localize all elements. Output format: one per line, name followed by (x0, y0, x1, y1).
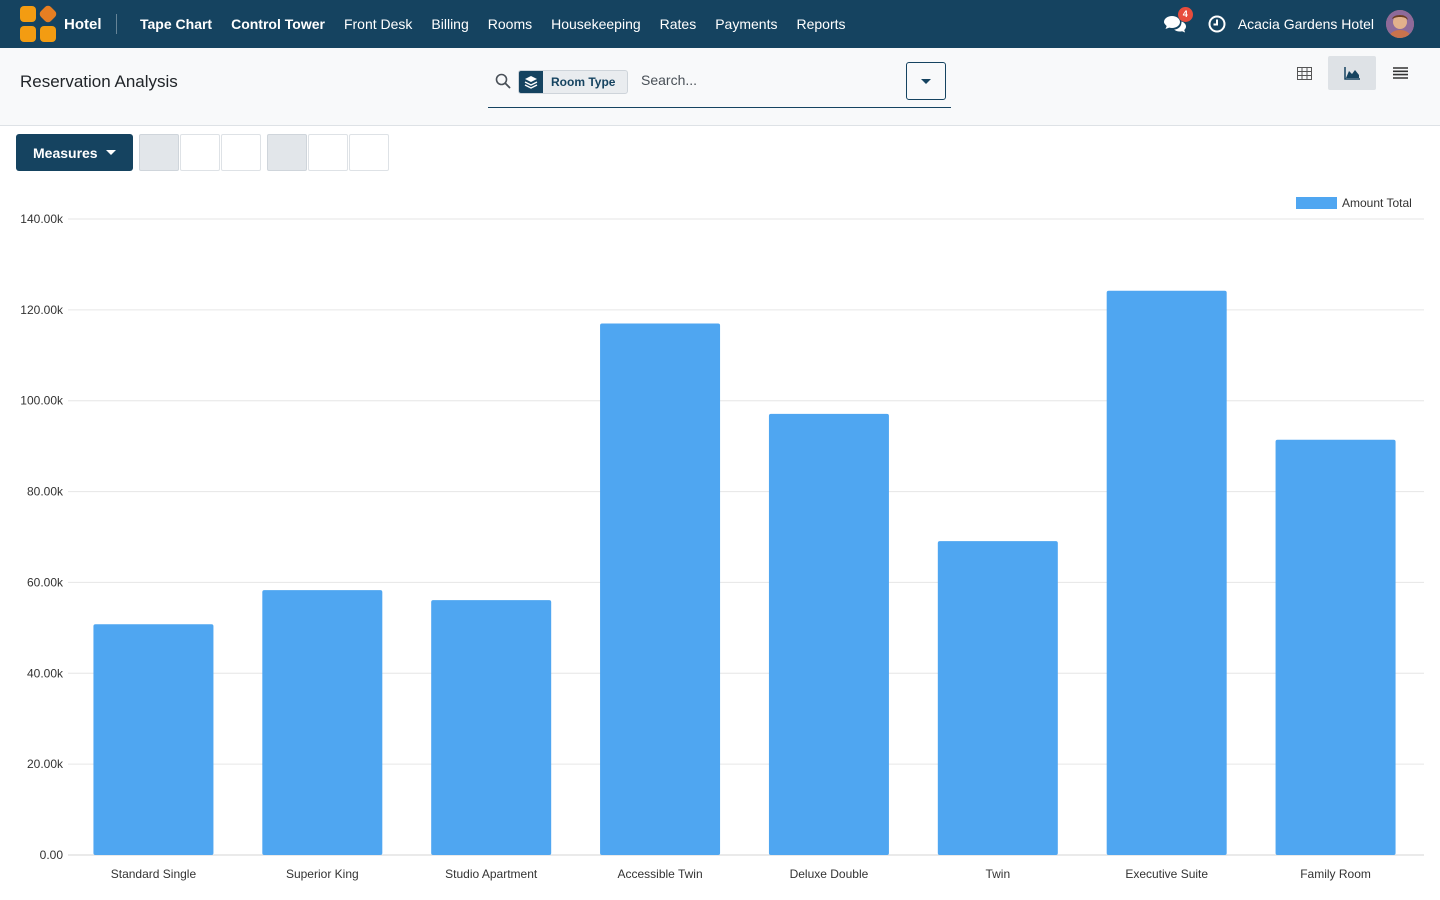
pivot-view-button[interactable] (1280, 56, 1328, 90)
measures-label: Measures (33, 144, 98, 161)
bar (937, 541, 1058, 855)
user-avatar[interactable] (1386, 10, 1414, 38)
caret-down-icon (921, 78, 931, 84)
legend-label: Amount Total (1342, 196, 1412, 210)
chat-icon (1163, 16, 1186, 33)
graph-toolbar: Measures (16, 134, 389, 171)
y-tick-label: 0.00 (40, 848, 64, 862)
pie-chart-button[interactable] (220, 134, 261, 171)
message-count-badge: 4 (1177, 7, 1193, 22)
app-logo-icon[interactable] (20, 4, 58, 42)
y-tick-label: 60.00k (27, 575, 64, 589)
x-tick-label: Studio Apartment (445, 867, 538, 881)
table-icon (1296, 66, 1312, 80)
main-navbar: Hotel Tape Chart Control Tower Front Desk B… (0, 0, 1440, 48)
bar (768, 413, 889, 855)
x-tick-label: Accessible Twin (617, 867, 702, 881)
search-options-toggle[interactable] (906, 62, 946, 100)
x-tick-label: Twin (985, 867, 1010, 881)
chart-options-group (266, 134, 389, 171)
app-name[interactable]: Hotel (64, 15, 102, 33)
x-tick-label: Deluxe Double (790, 867, 869, 881)
y-tick-label: 140.00k (20, 212, 64, 226)
menu-item-housekeeping[interactable]: Housekeeping (551, 16, 641, 32)
line-chart-button[interactable] (179, 134, 220, 171)
clock-icon[interactable] (1208, 15, 1226, 33)
y-tick-label: 80.00k (27, 485, 64, 499)
bar-chart: 0.00 20.00k 40.00k 60.00k 80.00k 100.00k 120.0… (0, 180, 1440, 895)
groupby-facet[interactable]: Room Type (518, 70, 629, 94)
company-name[interactable]: Acacia Gardens Hotel (1237, 16, 1374, 32)
bar (600, 323, 721, 855)
caret-down-icon (105, 150, 116, 155)
user-avatar-icon (1386, 10, 1414, 38)
main-menu: Tape Chart Control Tower Front Desk Billing… (131, 0, 856, 48)
bar-chart-button[interactable] (138, 134, 179, 171)
menu-item-billing[interactable]: Billing (431, 16, 469, 32)
y-tick-label: 20.00k (27, 757, 64, 771)
graph-view-button[interactable] (1328, 56, 1376, 90)
chart-canvas: 0.00 20.00k 40.00k 60.00k 80.00k 100.00k 120.0… (20, 196, 1424, 881)
x-tick-label: Executive Suite (1125, 867, 1208, 881)
y-tick-label: 40.00k (27, 666, 64, 680)
bar (93, 624, 214, 855)
bar (1106, 290, 1227, 855)
control-panel: Reservation Analysis Room Type (0, 48, 1440, 126)
bar (262, 590, 383, 855)
bar (431, 600, 552, 855)
x-tick-label: Standard Single (111, 867, 197, 881)
stacked-toggle-button[interactable] (266, 134, 307, 171)
search-icon (495, 73, 511, 89)
view-switcher (1280, 56, 1424, 90)
list-view-button[interactable] (1376, 56, 1424, 90)
page-title: Reservation Analysis (20, 72, 178, 91)
chart-type-group (138, 134, 261, 171)
navbar-divider (115, 14, 117, 34)
legend-swatch (1296, 197, 1337, 209)
search-input[interactable] (641, 68, 901, 92)
y-tick-label: 120.00k (20, 303, 64, 317)
search-panel: Room Type (488, 61, 951, 108)
bar (1275, 439, 1396, 855)
y-tick-label: 100.00k (20, 394, 64, 408)
sort-descending-button[interactable] (307, 134, 348, 171)
menu-item-rates[interactable]: Rates (659, 16, 697, 32)
menu-item-payments[interactable]: Payments (715, 16, 778, 32)
brand[interactable]: Hotel (0, 0, 102, 48)
measures-button[interactable]: Measures (16, 134, 133, 171)
area-chart-icon (1344, 66, 1360, 80)
facet-label: Room Type (551, 75, 616, 89)
menu-item-reports[interactable]: Reports (796, 16, 846, 32)
systray: 4 Acacia Gardens Hotel (1163, 0, 1440, 48)
menu-item-rooms[interactable]: Rooms (487, 16, 533, 32)
x-tick-label: Superior King (286, 867, 359, 881)
menu-item-control-tower[interactable]: Control Tower (231, 16, 325, 32)
x-tick-label: Family Room (1300, 867, 1371, 881)
list-icon (1392, 67, 1408, 79)
menu-item-tape-chart[interactable]: Tape Chart (140, 16, 213, 32)
layers-icon (519, 71, 543, 93)
menu-item-front-desk[interactable]: Front Desk (343, 16, 413, 32)
messages-button[interactable]: 4 (1163, 7, 1193, 33)
sort-ascending-button[interactable] (348, 134, 389, 171)
